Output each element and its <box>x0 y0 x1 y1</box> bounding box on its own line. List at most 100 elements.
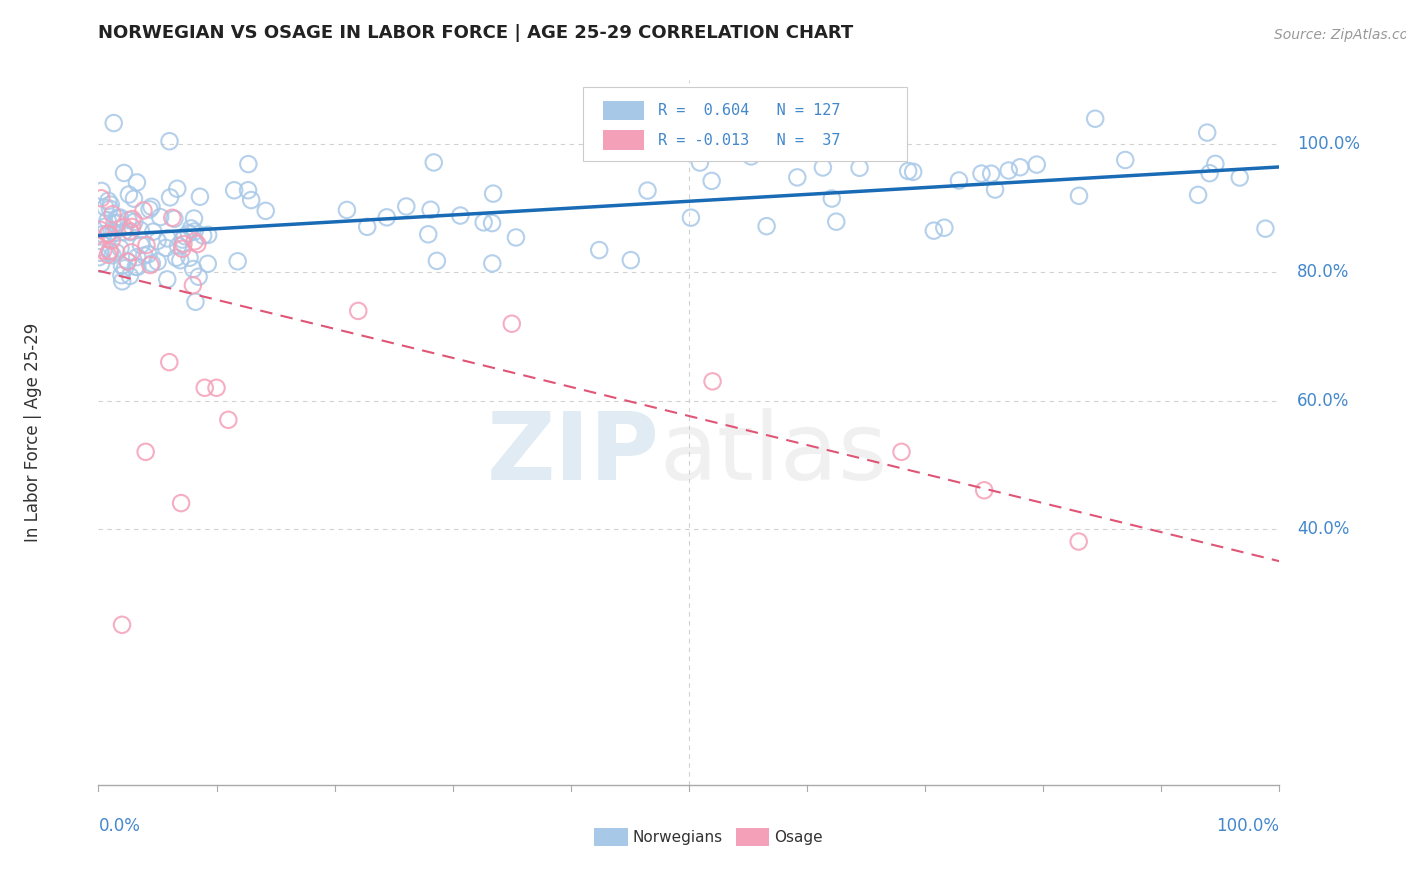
Point <box>472 215 495 229</box>
Point <box>179 251 201 265</box>
Point <box>347 304 370 318</box>
Point <box>97 194 120 208</box>
Text: Source: ZipAtlas.com: Source: ZipAtlas.com <box>1274 28 1406 42</box>
Point <box>825 215 848 229</box>
Point <box>1084 112 1107 126</box>
Point <box>901 165 924 179</box>
Text: ZIP: ZIP <box>486 408 659 500</box>
Point <box>186 237 208 252</box>
Point <box>98 245 121 260</box>
Point <box>103 226 125 240</box>
Point <box>356 219 378 234</box>
Point <box>755 219 778 234</box>
Point <box>159 190 181 204</box>
Point <box>172 233 194 247</box>
Point <box>997 163 1019 178</box>
Point <box>122 192 145 206</box>
Point <box>141 256 163 270</box>
Point <box>1010 160 1032 174</box>
Point <box>194 381 217 395</box>
Point <box>112 220 135 235</box>
Point <box>163 211 186 226</box>
Point <box>177 226 200 240</box>
Point <box>418 227 440 242</box>
Point <box>224 183 246 197</box>
Point <box>922 224 945 238</box>
Point <box>679 211 702 225</box>
Point <box>125 260 148 274</box>
Point <box>108 211 131 225</box>
Point <box>87 250 110 264</box>
Point <box>112 166 135 180</box>
Point <box>104 216 127 230</box>
Point <box>1197 126 1219 140</box>
Point <box>90 191 112 205</box>
Point <box>375 211 398 225</box>
Point <box>183 225 205 239</box>
Text: 0.0%: 0.0% <box>98 817 141 835</box>
Point <box>89 223 111 237</box>
Point <box>449 209 471 223</box>
Point <box>94 201 117 215</box>
Point <box>121 212 143 227</box>
Point <box>165 251 187 265</box>
Point <box>183 211 205 226</box>
Point <box>121 219 143 234</box>
Point <box>970 167 993 181</box>
Point <box>193 228 215 243</box>
Point <box>166 182 188 196</box>
Point <box>127 260 149 274</box>
Point <box>105 245 128 260</box>
Point <box>217 413 239 427</box>
Point <box>890 445 912 459</box>
Point <box>395 199 418 213</box>
Point <box>786 170 808 185</box>
Point <box>170 496 193 510</box>
Point <box>100 197 122 211</box>
Point <box>97 248 120 262</box>
Point <box>169 253 191 268</box>
Point <box>110 241 132 255</box>
Point <box>155 241 177 255</box>
Point <box>156 272 179 286</box>
Point <box>848 161 870 175</box>
Point <box>97 227 120 241</box>
Point <box>129 238 152 252</box>
Point <box>481 256 503 270</box>
Point <box>588 243 610 257</box>
Point <box>118 268 141 283</box>
Point <box>107 216 129 230</box>
Point <box>100 224 122 238</box>
Point <box>125 175 148 189</box>
Point <box>336 202 359 217</box>
Point <box>1067 534 1090 549</box>
Point <box>180 221 202 235</box>
Point <box>120 245 142 260</box>
Point <box>159 134 181 148</box>
Point <box>973 483 995 498</box>
Point <box>226 254 249 268</box>
Point <box>90 184 112 198</box>
Point <box>132 203 155 218</box>
Point <box>426 253 449 268</box>
Point <box>91 244 114 258</box>
Point <box>142 225 165 239</box>
Point <box>173 229 195 244</box>
Point <box>183 235 205 249</box>
Point <box>254 203 277 218</box>
Point <box>1114 153 1136 167</box>
Bar <box>595 828 627 847</box>
Point <box>91 227 114 242</box>
Point <box>172 237 194 252</box>
Point <box>1198 166 1220 180</box>
Point <box>89 245 111 260</box>
Point <box>117 213 139 227</box>
Text: R =  0.604   N = 127: R = 0.604 N = 127 <box>658 103 841 118</box>
Bar <box>603 130 644 150</box>
Point <box>96 227 118 241</box>
Text: 100.0%: 100.0% <box>1298 136 1360 153</box>
Text: 100.0%: 100.0% <box>1216 817 1279 835</box>
Point <box>934 220 956 235</box>
Text: NORWEGIAN VS OSAGE IN LABOR FORCE | AGE 25-29 CORRELATION CHART: NORWEGIAN VS OSAGE IN LABOR FORCE | AGE … <box>98 23 853 42</box>
Point <box>811 161 834 175</box>
